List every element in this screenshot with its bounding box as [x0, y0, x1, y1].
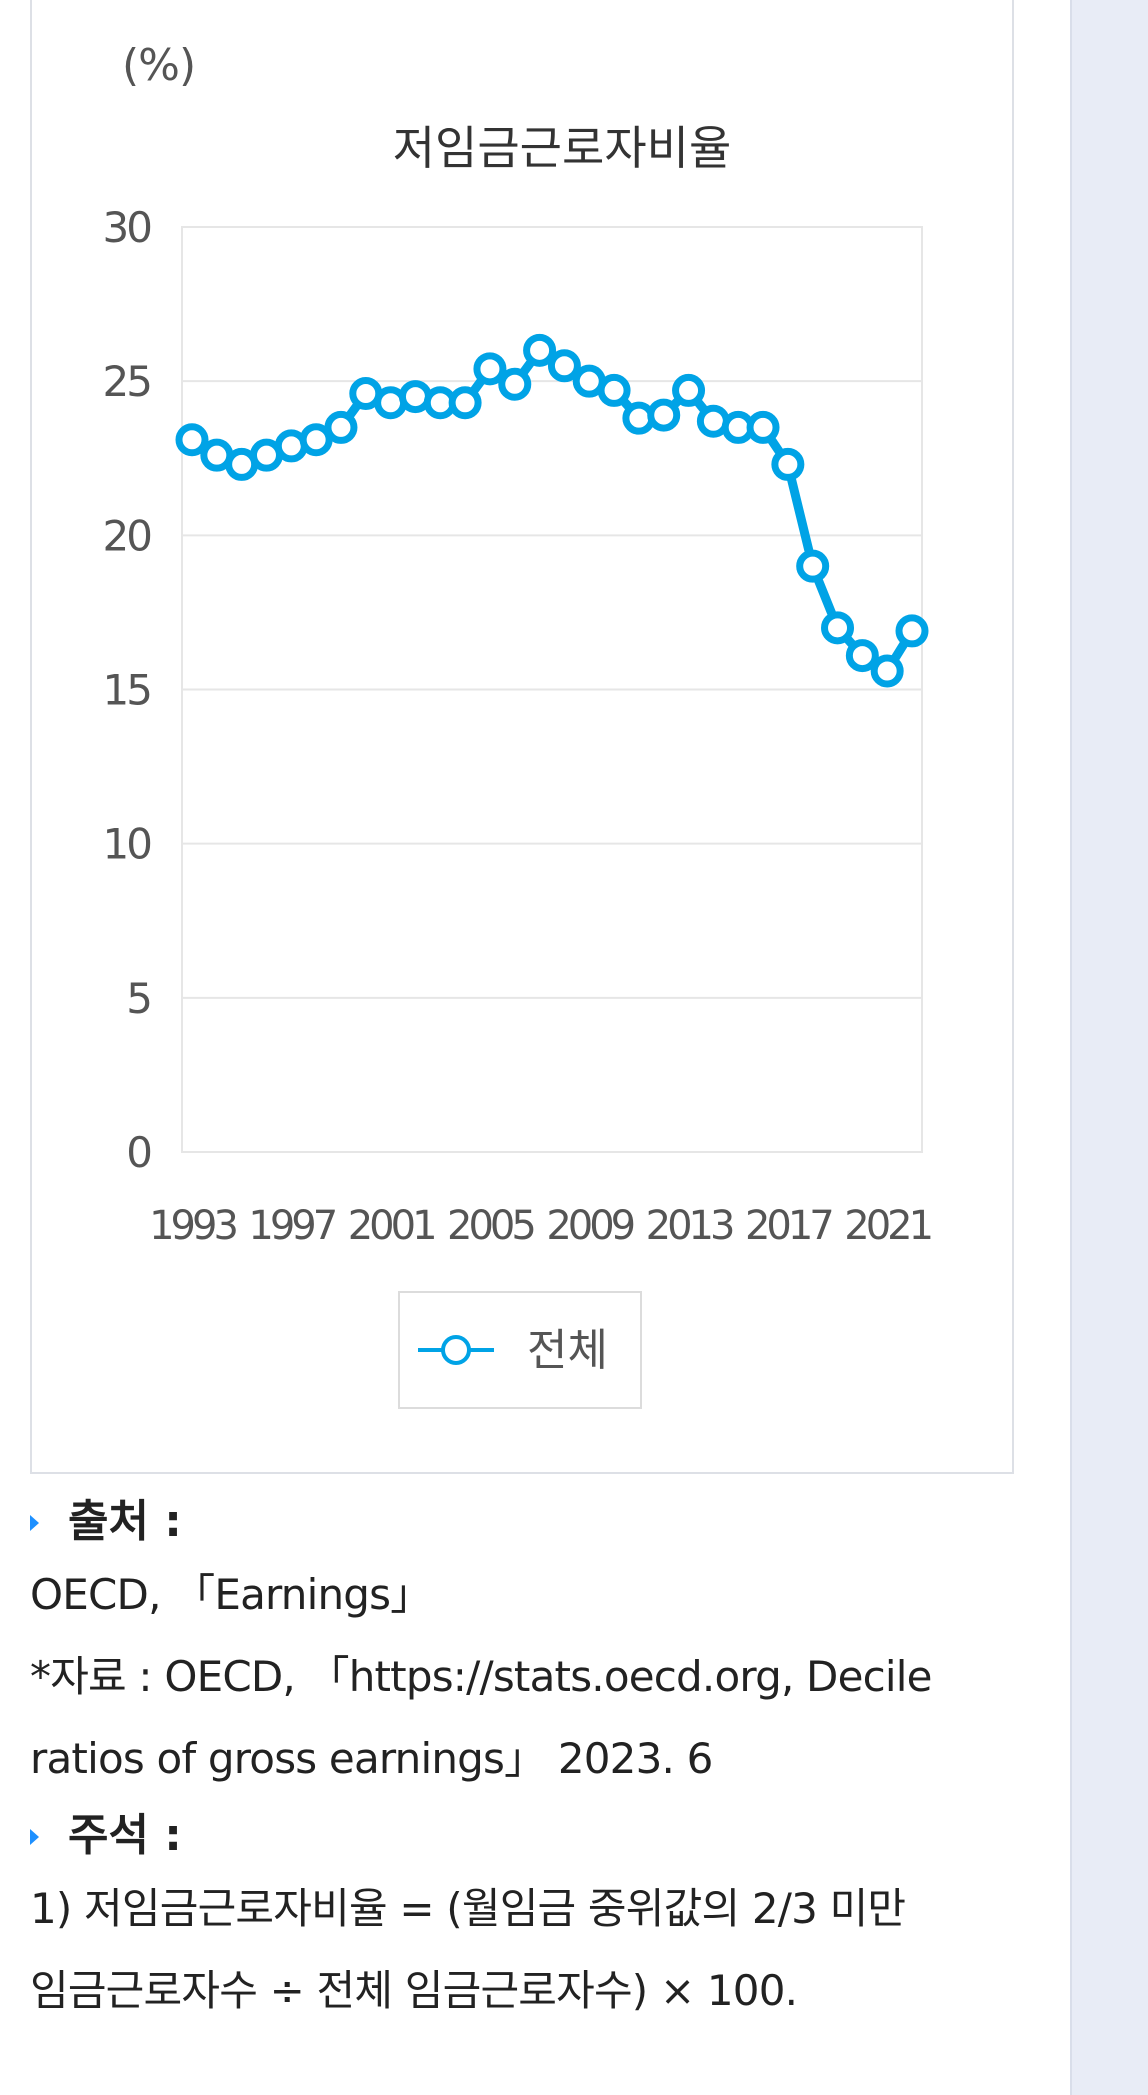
source-line: OECD, 「Earnings」: [30, 1570, 432, 1619]
legend-label: 전체: [527, 1325, 608, 1376]
data-point: [175, 423, 209, 457]
data-point: [473, 352, 507, 386]
y-tick-label: 20: [103, 511, 151, 560]
y-tick-label: 10: [103, 820, 151, 869]
source-heading-label: 출처 :: [68, 1496, 182, 1547]
data-point: [672, 373, 706, 407]
bullet-arrow-icon: [30, 1515, 39, 1531]
y-unit-label: (%): [122, 40, 196, 91]
y-tick-label: 25: [103, 357, 151, 406]
x-tick-label: 1993: [149, 1203, 236, 1249]
footnote-heading-label: 주석 :: [68, 1810, 182, 1861]
right-side-panel: [1070, 0, 1148, 2095]
x-tick-label: 2009: [546, 1203, 633, 1249]
y-tick-label: 30: [103, 203, 151, 252]
data-point: [746, 410, 780, 444]
chart-container: (%) 30 25 20 15 10 5 0 1993 1997 2001 2005 2009 2013…: [30, 0, 1014, 1474]
x-tick-label: 2017: [745, 1203, 832, 1249]
y-tick-label: 0: [126, 1128, 150, 1177]
footnote-line: 임금근로자수 ÷ 전체 임금근로자수) × 100.: [30, 1966, 798, 2015]
data-point: [498, 367, 532, 401]
bullet-arrow-icon: [30, 1829, 39, 1845]
source-line: ratios of gross earnings」 2023. 6: [30, 1734, 713, 1783]
data-point: [523, 333, 557, 367]
x-tick-label: 2001: [348, 1203, 434, 1249]
data-point: [647, 398, 681, 432]
line-chart: 30 25 20 15 10 5 0 1993 1997 2001 2005 2009 2013 2017…: [103, 121, 935, 1409]
data-point: [324, 410, 358, 444]
x-tick-label: 2013: [646, 1203, 733, 1249]
x-tick-label: 2005: [447, 1203, 533, 1249]
data-point: [597, 373, 631, 407]
x-tick-label: 2021: [844, 1203, 930, 1249]
data-point: [547, 349, 581, 383]
source-line: *자료 : OECD, 「https://stats.oecd.org, Dec…: [30, 1652, 933, 1701]
data-point: [771, 447, 805, 481]
legend-marker: [441, 1335, 471, 1365]
chart-title: 저임금근로자비율: [393, 121, 732, 175]
notes-section: 출처 : OECD, 「Earnings」 *자료 : OECD, 「https…: [30, 1490, 1060, 2032]
data-point: [895, 614, 929, 648]
x-tick-label: 1997: [248, 1203, 335, 1249]
data-point: [299, 423, 333, 457]
source-heading: 출처 :: [30, 1490, 1060, 1554]
data-point: [448, 386, 482, 420]
data-point: [796, 549, 830, 583]
data-point: [845, 639, 879, 673]
footnote-heading: 주석 :: [30, 1804, 1060, 1868]
footnote-line: 1) 저임금근로자비율 = (월임금 중위값의 2/3 미만: [30, 1884, 906, 1933]
data-point: [821, 611, 855, 645]
data-point: [870, 654, 904, 688]
y-tick-label: 5: [126, 974, 150, 1023]
y-tick-label: 15: [103, 666, 151, 715]
